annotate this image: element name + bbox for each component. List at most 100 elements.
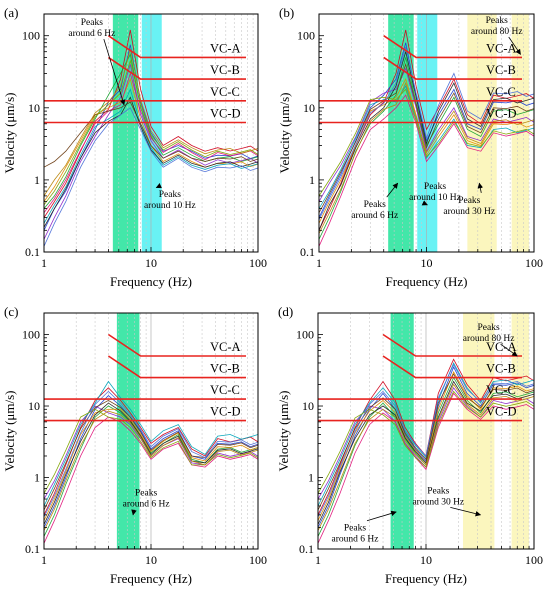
series-line — [318, 373, 534, 511]
criterion-label-vc-a: VC-A — [210, 41, 241, 55]
criterion-line-vc-a — [383, 35, 522, 59]
x-tick-label: 100 — [249, 553, 267, 567]
y-tick-label: 100 — [297, 29, 315, 43]
y-tick-label: 0.1 — [299, 542, 314, 556]
series-line — [44, 416, 258, 544]
series-line — [319, 88, 534, 197]
series-line — [319, 85, 534, 209]
series-line — [44, 96, 258, 228]
series-line — [319, 62, 534, 213]
x-tick-label: 1 — [315, 553, 321, 567]
series-line — [318, 390, 534, 494]
annotation-arrow — [477, 182, 484, 193]
x-axis-label: Frequency (Hz) — [110, 274, 192, 289]
y-tick-label: 1 — [34, 471, 40, 485]
annotation-text: around 6 Hz — [331, 535, 378, 545]
criterion-label-vc-d: VC-D — [210, 107, 241, 121]
y-axis-label: Velocity (μm/s) — [277, 93, 292, 174]
frequency-band-2 — [417, 14, 438, 252]
series-line — [318, 363, 534, 518]
series-line — [319, 81, 534, 234]
annotation-arrow — [103, 39, 126, 106]
series-line — [44, 29, 258, 218]
x-axis-label: Frequency (Hz) — [386, 274, 468, 289]
y-axis-label: Velocity (μm/s) — [2, 391, 17, 472]
criterion-label-vc-d: VC-D — [210, 405, 241, 419]
series-line — [44, 101, 258, 168]
criterion-label-vc-a: VC-A — [210, 340, 241, 354]
series-line — [44, 408, 258, 521]
series-line — [44, 410, 258, 531]
y-tick-label: 10 — [302, 399, 314, 413]
x-tick-label: 1 — [41, 256, 47, 270]
annotation-text: around 6 Hz — [351, 211, 398, 221]
frequency-band-2 — [462, 313, 495, 549]
series-line — [44, 59, 258, 206]
panel-c: VC-AVC-BVC-CVC-D1 10 1000.1110100Frequency… — [2, 304, 267, 586]
series-line — [44, 49, 258, 197]
annotation-text: around 80 Hz — [463, 334, 515, 344]
series-line — [44, 107, 258, 247]
criterion-line-vc-b — [382, 355, 522, 379]
annotation-text: Peaks — [135, 489, 157, 499]
series-line — [319, 78, 534, 224]
annotation-arrow — [386, 182, 399, 198]
series-line — [44, 71, 258, 214]
y-tick-label: 0.1 — [300, 245, 315, 259]
annotation-arrow — [366, 510, 397, 522]
series-line — [44, 88, 258, 224]
annotation-text: Peaks — [424, 182, 446, 192]
criterion-label-vc-d: VC-D — [486, 405, 517, 419]
series-line — [319, 57, 534, 240]
criterion-label-vc-b: VC-B — [486, 362, 516, 376]
annotation-text: around 80 Hz — [471, 27, 523, 37]
criterion-label-vc-d: VC-D — [486, 107, 517, 121]
series-line — [318, 383, 534, 531]
series-line — [318, 380, 534, 525]
x-tick-label: 10 — [420, 553, 432, 567]
series-group — [44, 380, 258, 544]
annotation-arrow — [421, 200, 428, 206]
annotation-text: Peaks — [458, 196, 480, 206]
series-line — [44, 64, 258, 240]
y-tick-label: 10 — [28, 399, 40, 413]
y-tick-label: 0.1 — [25, 542, 40, 556]
y-tick-label: 10 — [303, 101, 315, 115]
panel-b: VC-AVC-BVC-CVC-D1 10 1000.1110100Frequency… — [277, 5, 543, 289]
annotation-arrow — [508, 36, 521, 55]
x-axis-label: Frequency (Hz) — [110, 571, 192, 586]
annotation-text: Peaks — [159, 190, 181, 200]
criterion-label-vc-b: VC-B — [486, 63, 516, 77]
x-tick-label: 10 — [145, 256, 157, 270]
annotation-text: Peaks — [81, 18, 103, 28]
annotation-text: Peaks — [486, 16, 508, 26]
y-tick-label: 1 — [309, 173, 315, 187]
criterion-label-vc-a: VC-A — [486, 41, 517, 55]
panel-label: (b) — [279, 5, 294, 20]
criterion-label-vc-b: VC-B — [210, 362, 240, 376]
annotation-text: around 6 Hz — [68, 29, 115, 39]
series-line — [44, 390, 258, 518]
series-group — [318, 358, 534, 544]
y-tick-label: 100 — [22, 29, 40, 43]
series-line — [44, 380, 258, 507]
annotation-text: around 30 Hz — [412, 497, 464, 507]
y-tick-label: 100 — [296, 328, 314, 342]
criterion-line-vc-b — [107, 56, 246, 80]
series-line — [318, 366, 534, 528]
criterion-label-vc-c: VC-C — [210, 383, 240, 397]
series-line — [319, 46, 534, 220]
criterion-label-vc-c: VC-C — [210, 85, 240, 99]
annotation-text: Peaks — [344, 524, 366, 534]
annotation-text: Peaks — [364, 200, 386, 210]
annotation-arrow — [155, 183, 163, 189]
series-line — [318, 392, 534, 544]
annotation-arrow — [450, 506, 482, 517]
series-line — [44, 399, 258, 511]
panel-label: (c) — [4, 304, 18, 319]
x-tick-label: 1 — [316, 256, 322, 270]
x-tick-label: 10 — [145, 553, 157, 567]
y-tick-label: 1 — [34, 173, 40, 187]
annotation-text: Peaks — [478, 323, 500, 333]
